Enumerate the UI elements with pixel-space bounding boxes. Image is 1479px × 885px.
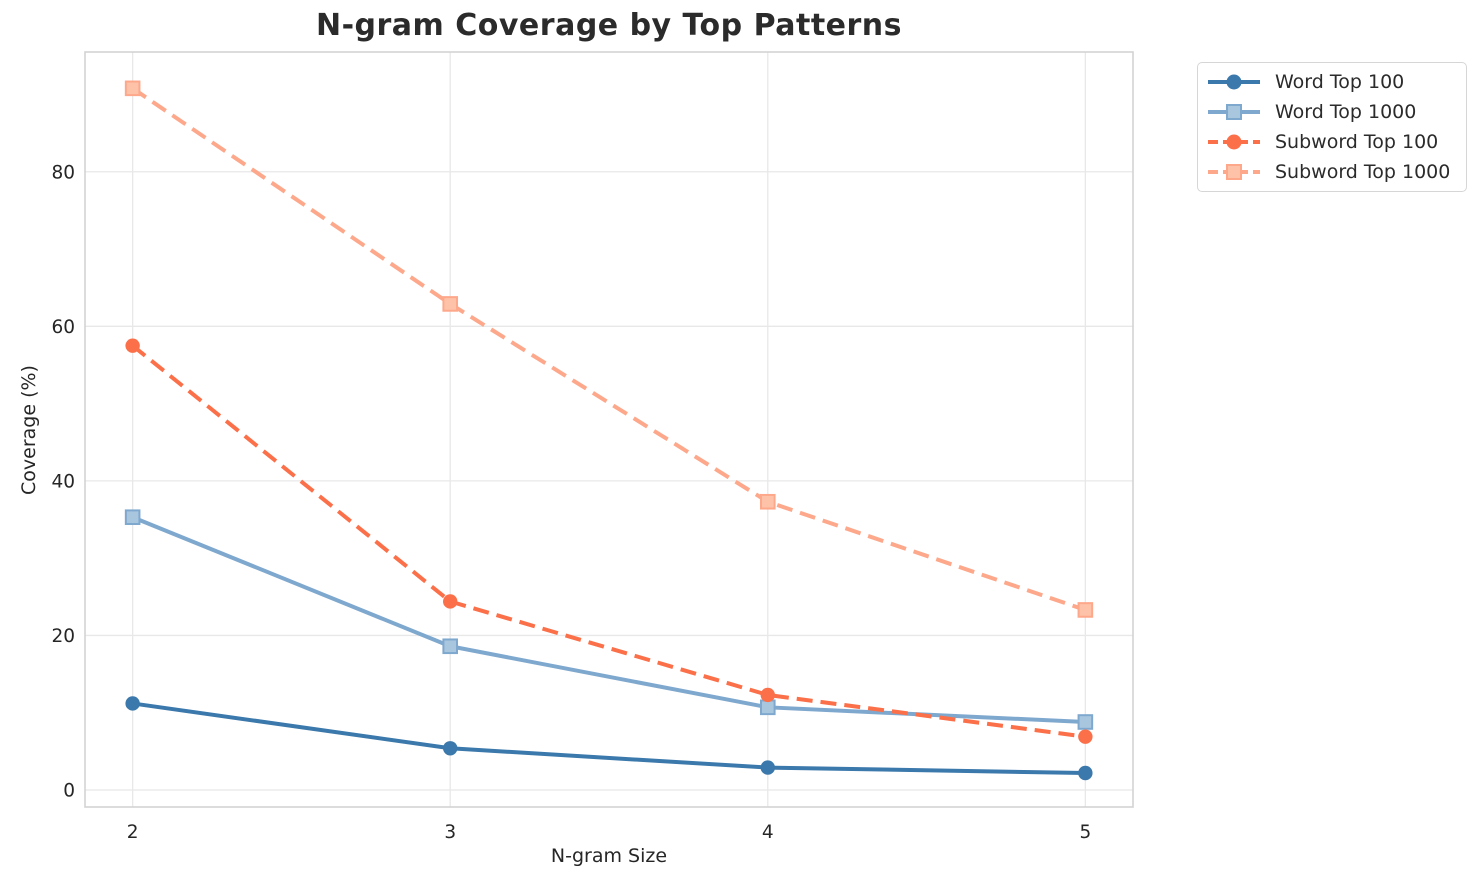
data-point-word-top-1000 — [124, 509, 141, 526]
data-point-subword-top-100 — [1078, 729, 1093, 744]
legend-swatch-word-top-100 — [1208, 74, 1260, 90]
series-line-word-top-100 — [132, 701, 1086, 775]
legend-label: Word Top 1000 — [1275, 101, 1417, 123]
x-tick-label: 5 — [1079, 822, 1091, 843]
data-point-subword-top-100 — [125, 338, 140, 353]
legend-label: Subword Top 1000 — [1275, 161, 1451, 183]
y-tick-label: 60 — [51, 317, 75, 338]
axes-frame — [84, 51, 1134, 808]
legend-swatch-subword-top-100 — [1208, 134, 1260, 150]
y-axis-label: Coverage (%) — [18, 365, 40, 495]
x-tick-label: 4 — [762, 822, 774, 843]
legend-item-subword-top-1000: Subword Top 1000 — [1205, 158, 1466, 186]
series-line-subword-top-1000 — [131, 86, 1087, 612]
data-point-word-top-100 — [443, 741, 458, 756]
data-point-subword-top-100 — [443, 594, 458, 609]
data-point-word-top-1000 — [1077, 714, 1094, 730]
chart-title: N-gram Coverage by Top Patterns — [315, 8, 903, 43]
data-point-subword-top-1000 — [442, 296, 459, 312]
legend-item-word-top-1000: Word Top 1000 — [1205, 98, 1466, 126]
x-axis-label: N-gram Size — [550, 845, 668, 867]
series-line-subword-top-100 — [131, 344, 1086, 739]
data-point-word-top-1000 — [442, 638, 459, 655]
data-point-word-top-1000 — [759, 699, 776, 716]
legend-label: Word Top 100 — [1275, 71, 1405, 93]
legend-item-word-top-100: Word Top 100 — [1205, 68, 1466, 96]
series-line-word-top-1000 — [131, 515, 1086, 724]
legend-swatch-word-top-1000 — [1208, 104, 1260, 120]
data-point-word-top-100 — [1078, 765, 1093, 781]
y-tick-label: 0 — [63, 780, 75, 801]
data-point-subword-top-1000 — [759, 493, 776, 510]
data-point-word-top-100 — [125, 696, 140, 711]
y-tick-label: 80 — [51, 162, 75, 183]
legend-swatch-subword-top-1000 — [1208, 164, 1260, 180]
y-tick-label: 20 — [51, 626, 75, 647]
y-tick-label: 40 — [51, 471, 75, 492]
data-point-word-top-100 — [760, 760, 775, 775]
legend: Word Top 100 Word Top 1000 Subword Top 100… — [1197, 62, 1467, 192]
legend-label: Subword Top 100 — [1275, 131, 1439, 153]
legend-item-subword-top-100: Subword Top 100 — [1205, 128, 1466, 156]
data-point-subword-top-1000 — [1077, 602, 1094, 618]
data-point-subword-top-1000 — [124, 80, 141, 97]
data-point-subword-top-100 — [760, 687, 775, 703]
x-tick-label: 3 — [444, 822, 456, 843]
x-tick-label: 2 — [127, 822, 139, 843]
